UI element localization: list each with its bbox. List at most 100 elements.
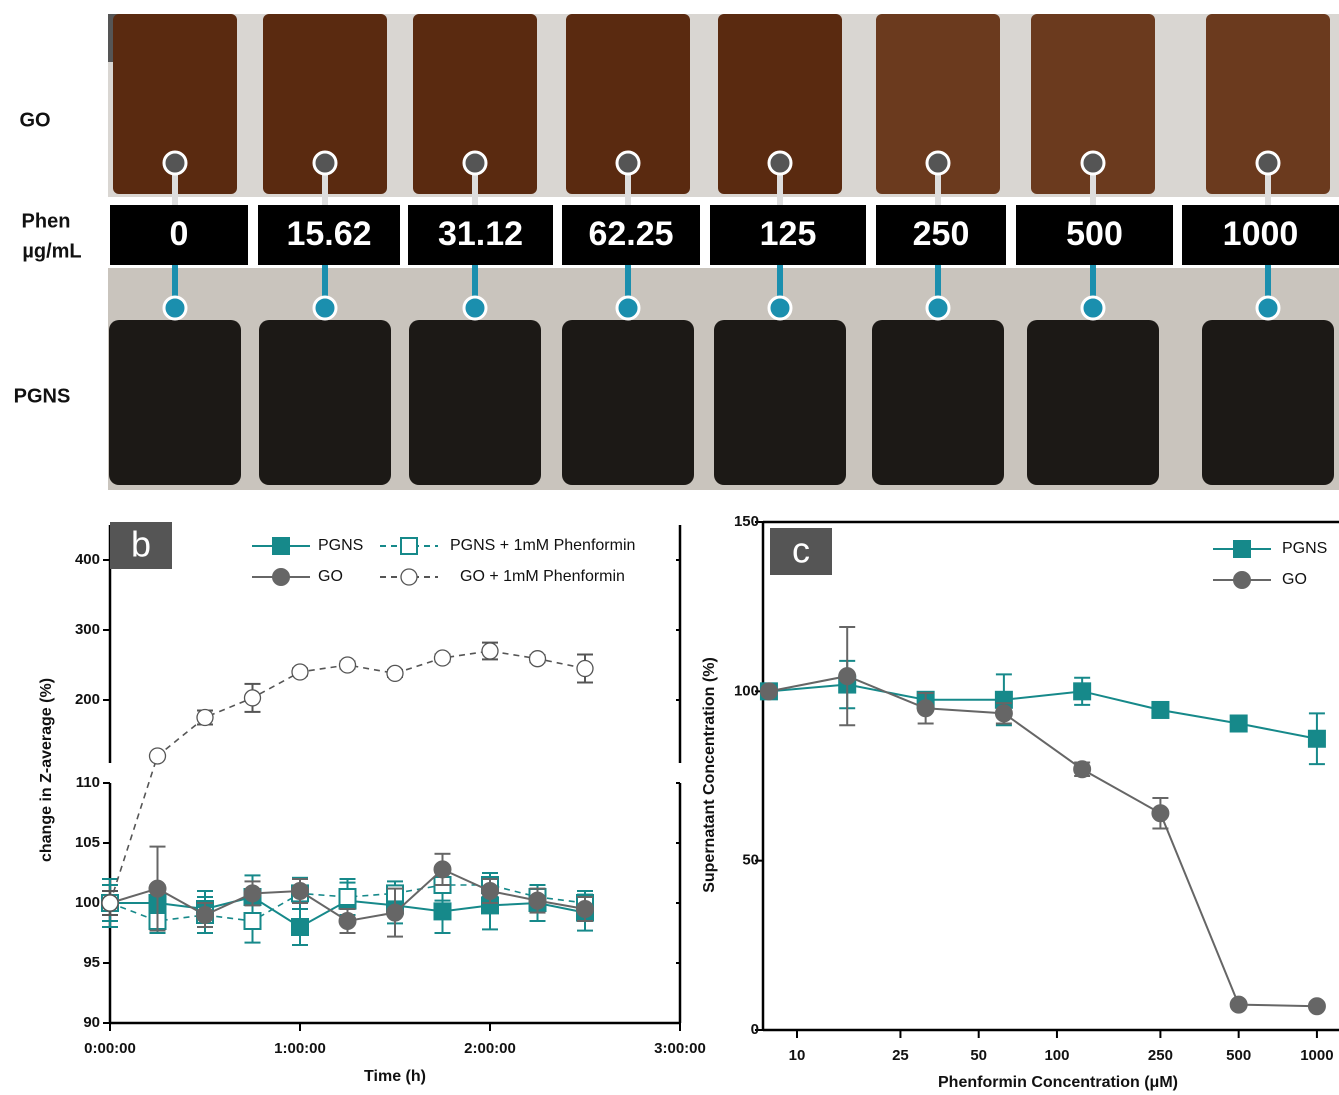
legend-marker [273,569,289,585]
y-tick-label: 100 [75,894,100,911]
row-label: Phen [22,210,71,232]
pin-head [464,297,486,319]
vial-bottom [562,320,694,485]
marker [197,907,213,923]
legend-marker [401,569,417,585]
legend-label: PGNS [318,537,363,554]
x-tick-label: 3:00:00 [654,1040,706,1057]
y-tick-label: 0 [751,1021,759,1038]
marker [150,881,166,897]
marker [1231,997,1247,1013]
conc-label: 250 [913,215,970,253]
marker [1152,805,1168,821]
x-tick-label: 50 [970,1047,987,1064]
marker [435,903,451,919]
y-tick-label: 90 [83,1014,100,1031]
pin-head [314,297,336,319]
y-tick-label: 110 [76,774,100,791]
panel-tag: c [792,530,810,571]
x-axis-title: Time (h) [364,1068,426,1085]
marker [1231,716,1247,732]
marker [996,705,1012,721]
marker [1309,998,1325,1014]
pin-head [769,152,791,174]
marker [245,690,261,706]
marker [530,893,546,909]
marker [761,683,777,699]
pin-head [769,297,791,319]
pin-head [1082,152,1104,174]
pin-head [617,297,639,319]
legend-label: GO + 1mM Phenformin [460,568,625,585]
figure: a GO Phen µg/mL PGNS 015.6231.1262.25125… [0,0,1339,1095]
pin-head [927,297,949,319]
y-axis-title: Supernatant Concentration (%) [701,657,718,893]
vial-bottom [109,320,241,485]
legend-marker [401,538,417,554]
legend-label: PGNS [1282,540,1327,557]
marker [1074,683,1090,699]
conc-label: 31.12 [438,215,523,253]
conc-label: 62.25 [588,215,673,253]
vial-bottom [259,320,391,485]
x-tick-label: 500 [1226,1047,1251,1064]
marker [245,885,261,901]
pin-head [464,152,486,174]
panel-tag: b [131,524,151,565]
marker [435,650,451,666]
legend-label: GO [318,568,343,585]
marker [102,895,118,911]
y-tick-label: 300 [75,621,100,638]
pin-head [164,152,186,174]
pin-head [1257,152,1279,174]
series-line [110,651,585,903]
y-axis-title: change in Z-average (%) [38,678,55,862]
marker [292,919,308,935]
marker [340,889,356,905]
marker [292,664,308,680]
pin-head [164,297,186,319]
pin-head [617,152,639,174]
marker [1152,702,1168,718]
conc-label: 500 [1066,215,1123,253]
marker [482,643,498,659]
x-tick-label: 250 [1148,1047,1173,1064]
vial-bottom [714,320,846,485]
x-tick-label: 10 [789,1047,806,1064]
x-tick-label: 1000 [1300,1047,1333,1064]
vial-bottom [1027,320,1159,485]
marker [482,883,498,899]
pin-head [314,152,336,174]
legend-label: GO [1282,571,1307,588]
conc-label: 1000 [1223,215,1299,253]
vial-bottom [872,320,1004,485]
y-tick-label: 150 [734,513,759,530]
x-tick-label: 0:00:00 [84,1040,136,1057]
marker [387,905,403,921]
marker [340,913,356,929]
marker [340,657,356,673]
x-tick-label: 25 [892,1047,909,1064]
row-label: µg/mL [22,240,81,262]
legend-marker [273,538,289,554]
y-tick-label: 95 [83,954,100,971]
marker [150,748,166,764]
marker [577,661,593,677]
legend-marker [1234,541,1250,557]
marker [1074,761,1090,777]
x-tick-label: 100 [1044,1047,1069,1064]
marker [387,665,403,681]
pin-head [1257,297,1279,319]
y-tick-label: 400 [75,551,100,568]
marker [197,710,213,726]
y-tick-label: 50 [742,852,759,869]
marker [1309,731,1325,747]
row-label: GO [19,109,50,131]
x-axis-title: Phenformin Concentration (μM) [938,1074,1178,1091]
marker [530,651,546,667]
vial-bottom [409,320,541,485]
pin-head [1082,297,1104,319]
marker [577,901,593,917]
row-label: PGNS [14,385,71,407]
marker [245,913,261,929]
